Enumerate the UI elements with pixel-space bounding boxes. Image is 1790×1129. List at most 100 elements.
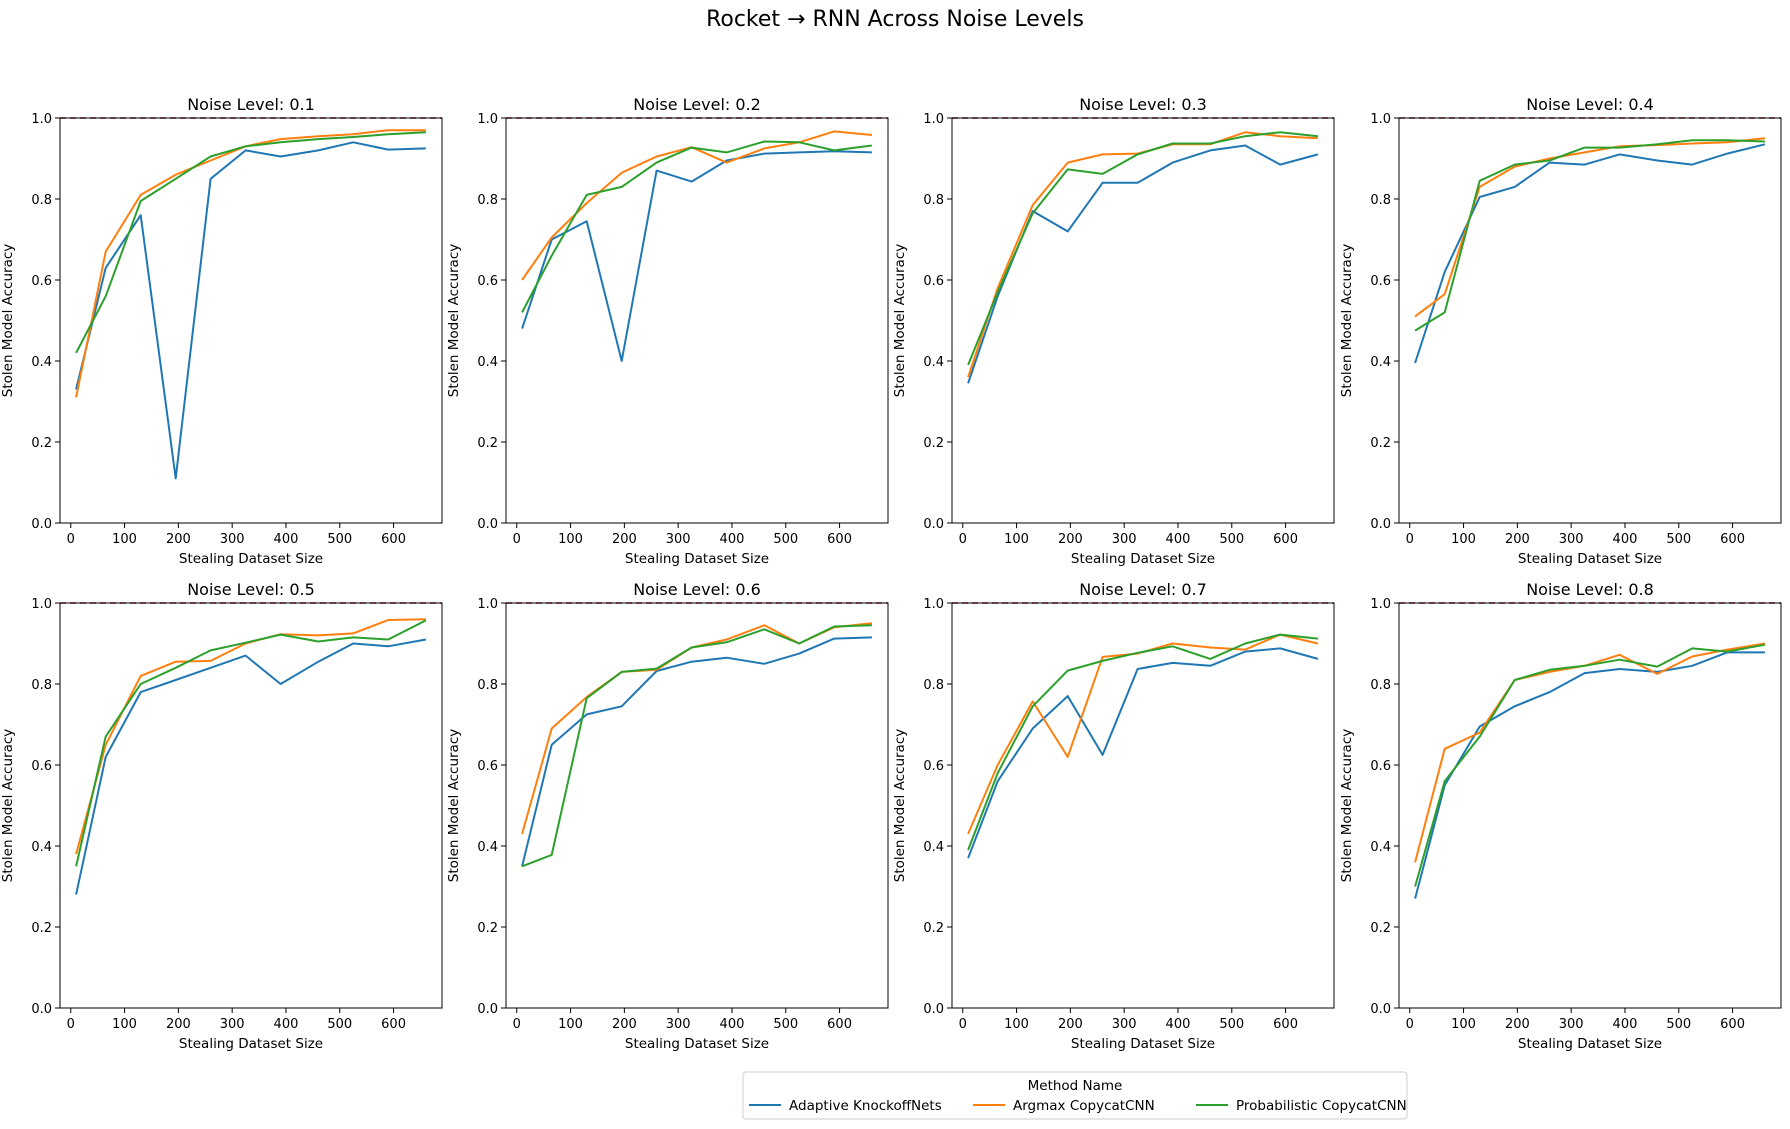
y-tick-label: 0.4 xyxy=(923,355,944,370)
x-tick-label: 100 xyxy=(558,532,583,547)
y-tick-label: 0.8 xyxy=(31,678,52,693)
y-tick-label: 0.6 xyxy=(31,759,52,774)
y-axis-label: Stolen Model Accuracy xyxy=(1339,244,1355,397)
axes-frame xyxy=(1398,117,1782,524)
x-tick-label: 300 xyxy=(666,532,691,547)
subplot-title: Noise Level: 0.7 xyxy=(1079,580,1207,599)
subplot-title: Noise Level: 0.6 xyxy=(633,580,761,599)
y-tick-label: 0.0 xyxy=(31,517,52,532)
x-tick-label: 300 xyxy=(1559,532,1584,547)
y-tick-label: 1.0 xyxy=(923,112,944,127)
x-axis-label: Stealing Dataset Size xyxy=(179,1036,323,1052)
x-tick-label: 500 xyxy=(1219,1017,1244,1032)
x-tick-label: 200 xyxy=(1058,532,1083,547)
x-tick-label: 500 xyxy=(1666,1017,1691,1032)
y-tick-label: 0.0 xyxy=(923,517,944,532)
y-tick-label: 0.8 xyxy=(477,678,498,693)
x-tick-label: 0 xyxy=(1406,532,1414,547)
y-tick-label: 0.0 xyxy=(923,1002,944,1017)
y-tick-label: 0.2 xyxy=(477,436,498,451)
x-tick-label: 400 xyxy=(720,532,745,547)
x-tick-label: 200 xyxy=(166,532,191,547)
x-tick-label: 300 xyxy=(1112,532,1137,547)
x-axis-label: Stealing Dataset Size xyxy=(625,1036,769,1052)
x-axis-label: Stealing Dataset Size xyxy=(1071,1036,1215,1052)
y-tick-label: 1.0 xyxy=(31,597,52,612)
x-tick-label: 0 xyxy=(959,1017,967,1032)
x-tick-label: 500 xyxy=(1666,532,1691,547)
y-tick-label: 0.0 xyxy=(1370,517,1391,532)
y-tick-label: 0.6 xyxy=(1370,274,1391,289)
plot-area xyxy=(506,118,888,523)
y-tick-label: 0.0 xyxy=(477,1002,498,1017)
y-tick-label: 0.0 xyxy=(31,1002,52,1017)
x-tick-label: 0 xyxy=(1406,1017,1414,1032)
x-tick-label: 600 xyxy=(827,1017,852,1032)
figure-title: Rocket → RNN Across Noise Levels xyxy=(706,7,1084,32)
y-tick-label: 0.6 xyxy=(477,759,498,774)
y-tick-label: 0.2 xyxy=(923,436,944,451)
axes-frame xyxy=(1398,602,1782,1009)
x-tick-label: 200 xyxy=(612,532,637,547)
y-tick-label: 0.2 xyxy=(923,921,944,936)
x-axis-label: Stealing Dataset Size xyxy=(625,551,769,567)
legend-title: Method Name xyxy=(1028,1078,1123,1094)
plot-area xyxy=(952,603,1334,1008)
x-tick-label: 500 xyxy=(773,1017,798,1032)
y-tick-label: 0.4 xyxy=(31,355,52,370)
subplot-6: 0 100 200 300 400 500 600 0.0 0.2 0.4 0.6 0.8 1.0 Noi… xyxy=(446,580,889,1052)
y-tick-label: 0.4 xyxy=(477,840,498,855)
plot-area xyxy=(60,603,442,1008)
y-tick-label: 1.0 xyxy=(923,597,944,612)
y-tick-label: 0.4 xyxy=(31,840,52,855)
y-axis-label: Stolen Model Accuracy xyxy=(892,729,908,882)
x-axis-label: Stealing Dataset Size xyxy=(1518,551,1662,567)
subplot-title: Noise Level: 0.4 xyxy=(1526,95,1654,114)
x-tick-label: 0 xyxy=(67,532,75,547)
x-tick-label: 200 xyxy=(1505,1017,1530,1032)
y-tick-label: 0.6 xyxy=(31,274,52,289)
subplot-5: 0 100 200 300 400 500 600 0.0 0.2 0.4 0.6 0.8 1.0 Noi… xyxy=(0,580,443,1052)
y-tick-label: 0.6 xyxy=(923,274,944,289)
subplot-2: 0 100 200 300 400 500 600 0.0 0.2 0.4 0.6 0.8 1.0 Noi… xyxy=(446,95,889,567)
x-tick-label: 200 xyxy=(166,1017,191,1032)
series-line-probabilistic-copycatcnn xyxy=(967,131,1319,366)
y-tick-label: 0.0 xyxy=(1370,1002,1391,1017)
x-tick-label: 100 xyxy=(112,1017,137,1032)
y-tick-label: 0.2 xyxy=(31,436,52,451)
legend-box xyxy=(742,1071,1408,1120)
y-tick-label: 0.8 xyxy=(477,193,498,208)
series-line-adaptive-knockoffnets xyxy=(521,636,872,867)
plot-area xyxy=(952,118,1334,523)
series-line-adaptive-knockoffnets xyxy=(75,638,427,895)
x-tick-label: 600 xyxy=(1720,532,1745,547)
x-tick-label: 200 xyxy=(1058,1017,1083,1032)
y-tick-label: 0.2 xyxy=(1370,921,1391,936)
plot-area xyxy=(1399,118,1781,523)
x-tick-label: 400 xyxy=(1166,1017,1191,1032)
x-tick-label: 0 xyxy=(67,1017,75,1032)
y-tick-label: 0.6 xyxy=(1370,759,1391,774)
plot-area xyxy=(506,603,888,1008)
y-tick-label: 0.0 xyxy=(477,517,498,532)
x-tick-label: 600 xyxy=(1720,1017,1745,1032)
x-tick-label: 500 xyxy=(327,1017,352,1032)
y-tick-label: 0.6 xyxy=(923,759,944,774)
subplot-title: Noise Level: 0.5 xyxy=(187,580,315,599)
x-tick-label: 600 xyxy=(827,532,852,547)
subplot-7: 0 100 200 300 400 500 600 0.0 0.2 0.4 0.6 0.8 1.0 Noi… xyxy=(892,580,1335,1052)
axes-frame xyxy=(505,117,889,524)
y-axis-label: Stolen Model Accuracy xyxy=(0,244,16,397)
axes-frame xyxy=(951,602,1335,1009)
y-axis-label: Stolen Model Accuracy xyxy=(0,729,16,882)
legend-label-argmax-copycatcnn: Argmax CopycatCNN xyxy=(1013,1098,1155,1114)
x-tick-label: 500 xyxy=(773,532,798,547)
x-axis-label: Stealing Dataset Size xyxy=(179,551,323,567)
series-line-probabilistic-copycatcnn xyxy=(521,624,872,868)
x-tick-label: 400 xyxy=(720,1017,745,1032)
plot-area xyxy=(1399,603,1781,1008)
subplot-title: Noise Level: 0.8 xyxy=(1526,580,1654,599)
x-tick-label: 400 xyxy=(274,532,299,547)
x-tick-label: 400 xyxy=(1613,532,1638,547)
